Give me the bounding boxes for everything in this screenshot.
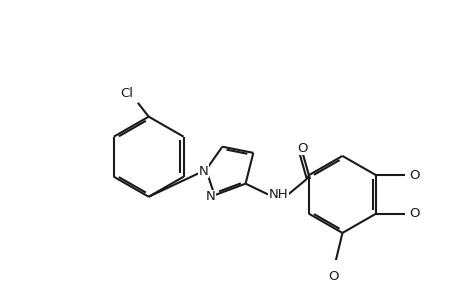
Text: O: O: [328, 270, 338, 283]
Text: O: O: [298, 142, 308, 155]
Text: O: O: [409, 169, 420, 182]
Text: Cl: Cl: [120, 87, 133, 100]
Text: O: O: [409, 207, 420, 220]
Text: NH: NH: [268, 188, 288, 201]
Text: N: N: [206, 190, 216, 203]
Text: N: N: [199, 165, 208, 178]
